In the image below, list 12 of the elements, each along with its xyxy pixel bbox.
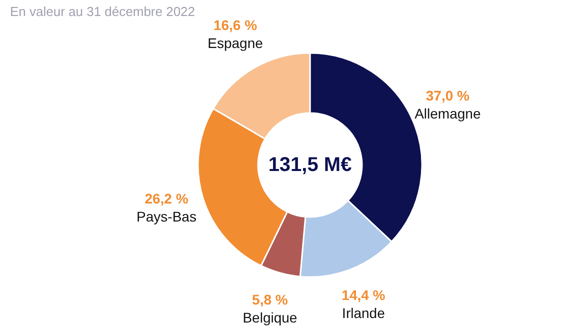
slice-label: Irlande xyxy=(342,305,386,322)
text: 131,5 M€ xyxy=(268,154,352,176)
data-label: 14,4 % xyxy=(342,287,386,304)
data-label: 37,0 % xyxy=(426,87,470,104)
chart-subtitle: En valeur au 31 décembre 2022 xyxy=(10,4,196,19)
data-label: 26,2 % xyxy=(144,190,189,207)
slice-label: Allemagne xyxy=(414,105,481,122)
data-label: 16,6 % xyxy=(213,16,258,33)
slice-label: Pays-Bas xyxy=(136,208,196,225)
slice-label: Belgique xyxy=(242,310,298,326)
data-label: 5,8 % xyxy=(252,292,288,308)
slice-label: Espagne xyxy=(208,34,264,51)
